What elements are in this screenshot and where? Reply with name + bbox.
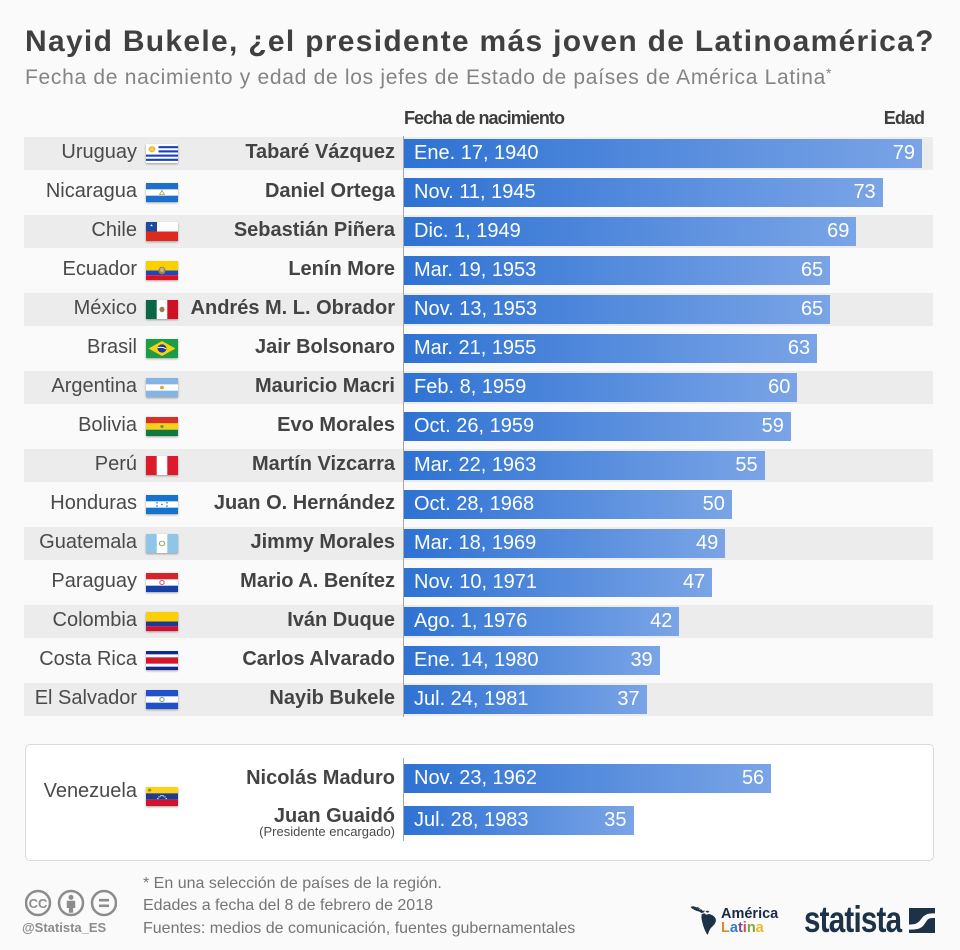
svg-text:CC: CC	[29, 896, 48, 911]
